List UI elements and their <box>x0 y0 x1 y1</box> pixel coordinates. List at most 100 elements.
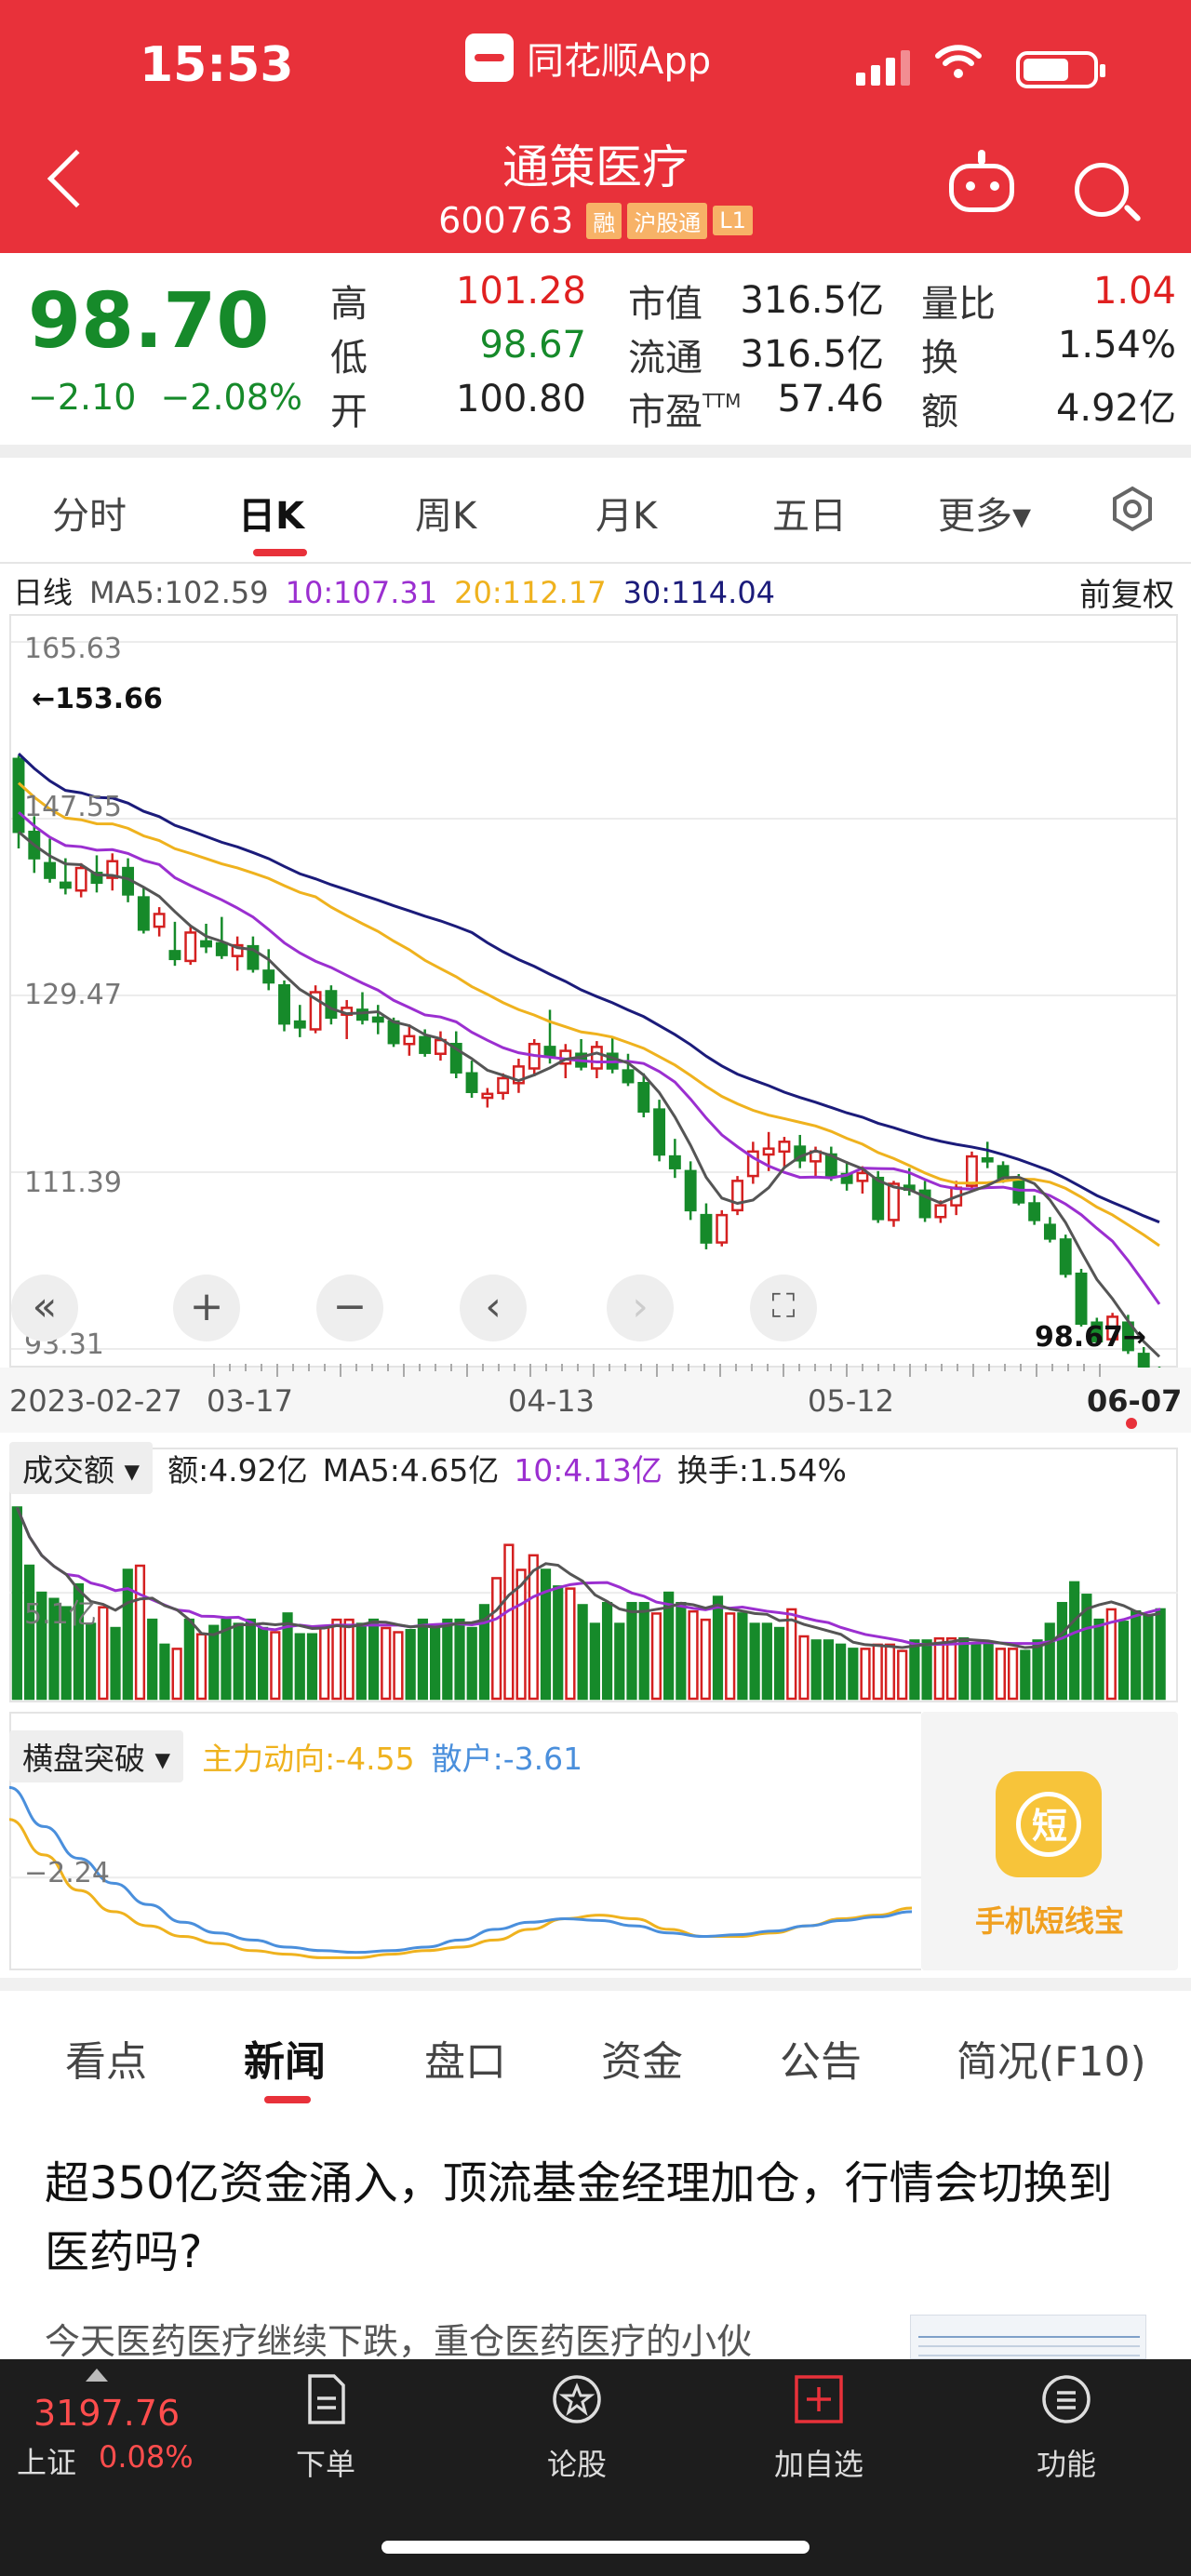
candle-down <box>1028 1202 1041 1221</box>
candle-up <box>309 991 322 1031</box>
tab-five-day[interactable]: 五日 <box>772 495 847 538</box>
zoom-in-button[interactable]: + <box>173 1275 240 1341</box>
section-divider <box>0 1978 1191 1991</box>
volume-bar-down <box>909 1639 920 1701</box>
volume-bar-down <box>540 1568 552 1701</box>
search-icon[interactable] <box>1075 163 1129 217</box>
candlestick-chart[interactable] <box>9 614 1178 1368</box>
news-summary[interactable]: 今天医药医疗继续下跌，重仓医药医疗的小伙 <box>45 2321 753 2362</box>
volume-bar-down <box>553 1585 564 1701</box>
volume-bar-down <box>147 1618 158 1701</box>
open-value: 100.80 <box>456 378 586 420</box>
volume-bar-down <box>823 1639 835 1701</box>
min-price-marker: 98.67→ <box>1035 1321 1147 1354</box>
volume-bar-down <box>1117 1621 1130 1701</box>
star-badge-icon <box>553 2375 601 2423</box>
tab-weekly-k[interactable]: 周K <box>415 495 477 538</box>
scroll-left-button[interactable]: ‹ <box>460 1275 527 1341</box>
tab-highlights[interactable]: 看点 <box>65 2038 147 2086</box>
nav-discuss[interactable]: 论股 <box>502 2372 651 2484</box>
indicator-chart[interactable] <box>9 1712 921 1970</box>
menu-icon <box>1042 2375 1091 2423</box>
short-term-promo[interactable]: 短 手机短线宝 <box>921 1712 1178 1970</box>
candle-down <box>1059 1238 1072 1275</box>
tab-intraday[interactable]: 分时 <box>52 495 127 538</box>
volume-bar-down <box>836 1643 847 1701</box>
candle-up <box>778 1141 791 1154</box>
index-price[interactable]: 3197.76 <box>33 2393 181 2434</box>
volume-bar-down <box>749 1622 760 1701</box>
tab-order-book[interactable]: 盘口 <box>424 2038 506 2086</box>
scroll-right-button[interactable]: › <box>607 1275 674 1341</box>
ai-assistant-icon[interactable] <box>949 150 1014 212</box>
volratio-label: 量比 <box>921 283 996 326</box>
volume-bar-down <box>442 1618 453 1701</box>
indicator-selector[interactable]: 横盘突破 ▾ <box>9 1730 184 1782</box>
volume-bar-down <box>958 1636 970 1701</box>
volume-bar-down <box>73 1582 85 1701</box>
tab-news[interactable]: 新闻 <box>244 2038 326 2086</box>
volume-chart[interactable] <box>9 1448 1178 1702</box>
y-tick-label: 111.39 <box>24 1167 122 1199</box>
y-tick-label: 147.55 <box>24 791 122 823</box>
zoom-out-button[interactable]: − <box>316 1275 383 1341</box>
candle-down <box>247 944 260 970</box>
candle-up <box>731 1180 744 1212</box>
volume-selector[interactable]: 成交额 ▾ <box>9 1442 154 1494</box>
volume-bar-down <box>983 1643 994 1701</box>
volume-bar-down <box>810 1639 822 1701</box>
index-expand-icon[interactable] <box>86 2369 108 2382</box>
volume-bar-up <box>528 1554 539 1701</box>
tab-more[interactable]: 更多▾ <box>938 495 1032 538</box>
high-value: 101.28 <box>456 270 586 313</box>
pe-label: 市盈TTM <box>628 381 741 435</box>
indicator-frame <box>9 1712 921 1970</box>
candle-down <box>293 1020 306 1029</box>
volume-bar-down <box>466 1626 477 1701</box>
candle-up <box>746 1150 759 1178</box>
volume-bar-down <box>737 1612 748 1701</box>
volume-bar-down <box>1155 1608 1166 1701</box>
tab-capital[interactable]: 资金 <box>601 2038 683 2086</box>
candle-up <box>966 1155 978 1187</box>
candle-down <box>1012 1180 1025 1204</box>
tab-monthly-k[interactable]: 月K <box>596 495 658 538</box>
mktcap-value: 316.5亿 <box>740 279 884 322</box>
nav-place-order[interactable]: 下单 <box>251 2372 400 2484</box>
volume-bar-up <box>195 1633 207 1701</box>
pe-label-text: 市盈 <box>628 391 703 434</box>
volume-bar-down <box>773 1626 785 1701</box>
candle-down <box>200 940 212 948</box>
volume-bar-down <box>355 1622 367 1701</box>
tab-daily-k[interactable]: 日K <box>238 495 304 538</box>
chart-settings-icon[interactable] <box>1109 486 1156 532</box>
nav-add-watchlist[interactable]: 加自选 <box>744 2372 893 2484</box>
candle-down <box>387 1020 400 1045</box>
tab-announcements[interactable]: 公告 <box>780 2038 862 2086</box>
candle-down <box>449 1042 462 1074</box>
nav-functions[interactable]: 功能 <box>992 2372 1141 2484</box>
adjust-toggle[interactable]: 前复权 <box>1079 577 1174 614</box>
candle-up <box>762 1147 775 1156</box>
tab-profile[interactable]: 简况(F10) <box>957 2038 1146 2086</box>
status-app-indicator[interactable]: 同花顺App <box>465 32 711 84</box>
volume-bar-up <box>1105 1608 1117 1701</box>
volume-bar-up <box>515 1568 527 1701</box>
active-tab-indicator <box>253 549 307 556</box>
volume-tick-label: 5.1亿 <box>24 1598 97 1631</box>
volume-bar-down <box>405 1629 416 1701</box>
volume-bar-down <box>1143 1614 1154 1701</box>
x-date-label: 03-17 <box>207 1383 293 1419</box>
ma5-line <box>18 831 1161 1358</box>
volume-amount-readout: 额:4.92亿 <box>167 1452 308 1488</box>
indicator-header: 横盘突破 ▾ 主力动向:-4.55 散户:-3.61 <box>9 1730 599 1782</box>
volume-bar-up <box>860 1648 871 1701</box>
volume-bar-up <box>319 1624 330 1701</box>
news-thumbnail[interactable] <box>910 2315 1146 2359</box>
fullscreen-button[interactable]: ⛶ <box>750 1275 817 1341</box>
candle-up <box>934 1204 947 1219</box>
index-percent: 0.08% <box>99 2439 194 2475</box>
news-title[interactable]: 超350亿资金涌入，顶流基金经理加仓，行情会切换到医药吗? <box>45 2157 1113 2278</box>
rewind-button[interactable]: « <box>11 1275 78 1341</box>
volume-bar-up <box>872 1643 883 1701</box>
